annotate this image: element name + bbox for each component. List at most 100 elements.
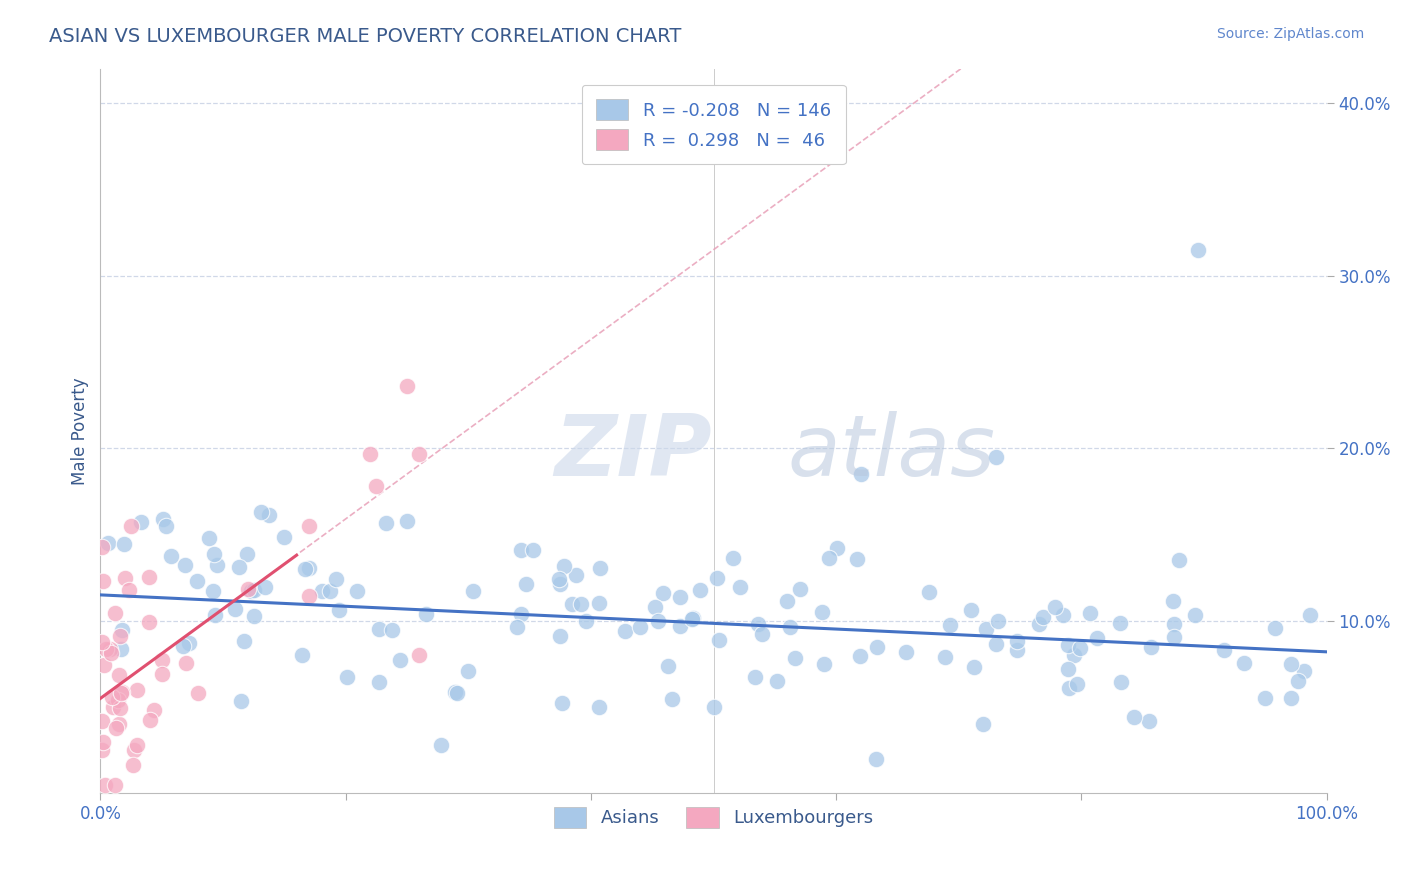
Point [1066,677,1088,691]
Point [172,639,194,653]
Point [91,734,114,748]
Point [779,620,801,634]
Point [381,623,404,637]
Point [197,531,219,545]
Point [1063,648,1085,663]
Point [1122,709,1144,723]
Point [1299,608,1322,623]
Point [1005,634,1028,648]
Point [785,651,807,665]
Point [395,379,418,393]
Point [846,551,869,566]
Point [1032,610,1054,624]
Point [98,642,121,657]
Point [446,686,468,700]
Point [1292,664,1315,678]
Point [204,608,226,623]
Point [328,602,350,616]
Point [336,670,359,684]
Point [104,606,127,620]
Point [273,530,295,544]
Point [589,561,612,575]
Point [1213,643,1236,657]
Point [972,717,994,731]
Point [730,580,752,594]
Text: Source: ZipAtlas.com: Source: ZipAtlas.com [1216,27,1364,41]
Point [1085,631,1108,645]
Point [298,590,321,604]
Text: atlas: atlas [787,411,995,494]
Point [97,535,120,549]
Point [138,569,160,583]
Point [918,585,941,599]
Point [681,611,703,625]
Point [152,512,174,526]
Point [205,558,228,572]
Point [319,584,342,599]
Point [201,583,224,598]
Point [644,600,666,615]
Point [94,642,117,657]
Point [389,653,412,667]
Point [224,602,246,616]
Point [689,582,711,597]
Point [1057,662,1080,676]
Point [1184,607,1206,622]
Point [291,648,314,662]
Point [127,682,149,697]
Point [509,543,531,558]
Point [408,648,430,663]
Text: ASIAN VS LUXEMBOURGER MALE POVERTY CORRELATION CHART: ASIAN VS LUXEMBOURGER MALE POVERTY CORRE… [49,27,682,45]
Point [236,582,259,596]
Point [1163,630,1185,644]
Point [1279,657,1302,672]
Point [548,577,571,591]
Point [509,607,531,621]
Point [1069,640,1091,655]
Point [120,519,142,533]
Point [112,537,135,551]
Point [848,648,870,663]
Point [107,667,129,681]
Point [1161,594,1184,608]
Point [565,568,588,582]
Point [408,447,430,461]
Point [430,738,453,752]
Point [228,560,250,574]
Point [1111,675,1133,690]
Point [987,614,1010,628]
Point [702,700,724,714]
Point [747,616,769,631]
Point [766,674,789,689]
Point [186,574,208,588]
Point [789,582,811,596]
Point [647,614,669,628]
Point [111,685,134,699]
Point [588,596,610,610]
Point [1028,617,1050,632]
Point [250,506,273,520]
Point [818,551,841,566]
Point [139,713,162,727]
Point [959,603,981,617]
Point [463,584,485,599]
Point [374,516,396,530]
Point [652,586,675,600]
Text: ZIP: ZIP [554,411,711,494]
Point [90,634,112,648]
Point [359,447,381,461]
Point [104,778,127,792]
Point [298,519,321,533]
Point [174,558,197,573]
Point [122,743,145,757]
Point [93,778,115,792]
Point [706,571,728,585]
Point [1233,656,1256,670]
Point [934,650,956,665]
Point [444,685,467,699]
Point [101,690,124,704]
Point [1109,616,1132,631]
Point [108,701,131,715]
Point [232,634,254,648]
Point [174,656,197,670]
